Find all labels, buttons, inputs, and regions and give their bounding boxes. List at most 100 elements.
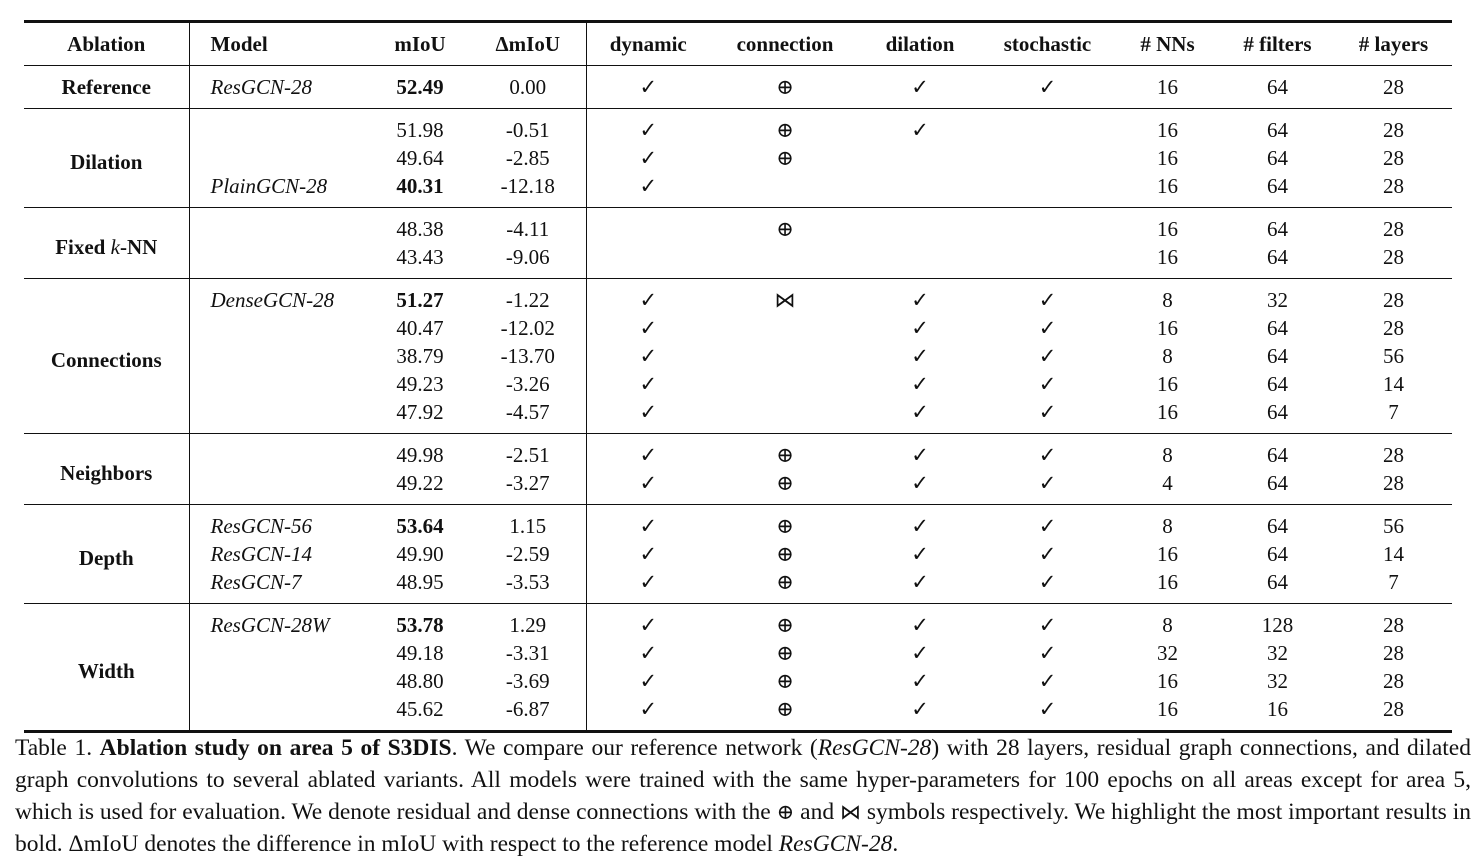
layers-value: 28 bbox=[1383, 316, 1404, 340]
dynamic-check-icon: ✓ bbox=[639, 372, 658, 396]
stochastic-check-icon: ✓ bbox=[1038, 613, 1057, 637]
dynamic-check-icon: ✓ bbox=[639, 174, 658, 198]
connection-residual-icon: ⊕ bbox=[776, 641, 794, 665]
dynamic-check-icon: ✓ bbox=[639, 542, 658, 566]
layers-value: 56 bbox=[1383, 514, 1404, 538]
delta-miou-value: -4.57 bbox=[470, 398, 587, 434]
connection-residual-icon: ⊕ bbox=[776, 471, 794, 495]
nns-value: 16 bbox=[1157, 316, 1178, 340]
model-name bbox=[189, 243, 370, 279]
dilation-check-icon: ✓ bbox=[911, 75, 929, 99]
miou-value: 47.92 bbox=[396, 400, 444, 424]
column-header: Model bbox=[189, 21, 370, 66]
table-row: 40.47 -12.02 ✓ ✓ ✓ 16 64 28 bbox=[24, 314, 1452, 342]
ablation-table: Ablation Model mIoU ΔmIoU dynamic connection d… bbox=[24, 20, 1452, 733]
dilation-check-icon bbox=[860, 172, 980, 208]
connection-none-icon bbox=[710, 172, 860, 208]
connection-residual-icon: ⊕ bbox=[776, 697, 794, 721]
group-depth: Depth ResGCN-56 53.64 1.15 ✓ ⊕ ✓ ✓ 8 64 56 ResGCN-1… bbox=[24, 504, 1452, 604]
nns-value: 16 bbox=[1157, 697, 1178, 721]
stochastic-check-icon bbox=[980, 172, 1115, 208]
dynamic-check-icon: ✓ bbox=[639, 118, 658, 142]
dynamic-check-icon: ✓ bbox=[639, 316, 658, 340]
caption-model: ResGCN-28 bbox=[778, 831, 893, 857]
dilation-check-icon: ✓ bbox=[911, 613, 929, 637]
table-row: 48.80 -3.69 ✓ ⊕ ✓ ✓ 16 32 28 bbox=[24, 667, 1452, 695]
caption-text: . bbox=[892, 831, 899, 857]
miou-value: 51.98 bbox=[396, 118, 444, 142]
stochastic-check-icon bbox=[980, 144, 1115, 172]
table-row: Width ResGCN-28W 53.78 1.29 ✓ ⊕ ✓ ✓ 8 128 28 bbox=[24, 603, 1452, 732]
miou-value: 51.27 bbox=[396, 288, 444, 312]
stochastic-check-icon: ✓ bbox=[1038, 542, 1057, 566]
dilation-check-icon bbox=[860, 243, 980, 279]
filters-value: 64 bbox=[1267, 400, 1288, 424]
layers-value: 56 bbox=[1383, 344, 1404, 368]
dilation-check-icon: ✓ bbox=[911, 316, 929, 340]
model-name: ResGCN-7 bbox=[210, 570, 302, 594]
group-width: Width ResGCN-28W 53.78 1.29 ✓ ⊕ ✓ ✓ 8 128 28 49.18 -… bbox=[24, 603, 1452, 732]
filters-value: 64 bbox=[1267, 245, 1288, 269]
miou-value: 48.80 bbox=[396, 669, 444, 693]
layers-value: 28 bbox=[1383, 471, 1404, 495]
table-row: 45.62 -6.87 ✓ ⊕ ✓ ✓ 16 16 28 bbox=[24, 695, 1452, 732]
layers-value: 28 bbox=[1383, 641, 1404, 665]
nns-value: 8 bbox=[1162, 443, 1173, 467]
caption-model: ResGCN-28 bbox=[817, 735, 932, 761]
nns-value: 16 bbox=[1157, 669, 1178, 693]
table-row: 49.18 -3.31 ✓ ⊕ ✓ ✓ 32 32 28 bbox=[24, 639, 1452, 667]
delta-miou-value: -2.51 bbox=[470, 433, 587, 469]
table-row: Fixed k-NN 48.38 -4.11 ⊕ 16 64 28 bbox=[24, 207, 1452, 279]
layers-value: 14 bbox=[1383, 542, 1404, 566]
column-header: connection bbox=[710, 21, 860, 66]
model-name: ResGCN-14 bbox=[210, 542, 313, 566]
table-caption: Table 1. Ablation study on area 5 of S3D… bbox=[15, 732, 1471, 860]
filters-value: 32 bbox=[1267, 669, 1288, 693]
header-row: Ablation Model mIoU ΔmIoU dynamic connection d… bbox=[24, 21, 1452, 66]
nns-value: 8 bbox=[1162, 344, 1173, 368]
filters-value: 64 bbox=[1267, 443, 1288, 467]
nns-value: 8 bbox=[1162, 288, 1173, 312]
delta-miou-value: -3.27 bbox=[470, 469, 587, 505]
filters-value: 64 bbox=[1267, 514, 1288, 538]
column-header: ΔmIoU bbox=[470, 21, 587, 66]
ablation-name: Connections bbox=[24, 278, 190, 434]
stochastic-check-icon: ✓ bbox=[1038, 570, 1057, 594]
stochastic-check-icon: ✓ bbox=[1038, 344, 1057, 368]
ablation-name: Fixed k-NN bbox=[24, 207, 190, 279]
table-row: 49.64 -2.85 ✓ ⊕ 16 64 28 bbox=[24, 144, 1452, 172]
model-name bbox=[189, 667, 370, 695]
dilation-check-icon: ✓ bbox=[911, 697, 929, 721]
nns-value: 16 bbox=[1157, 570, 1178, 594]
connection-none-icon bbox=[710, 314, 860, 342]
layers-value: 28 bbox=[1383, 217, 1404, 241]
connection-none-icon bbox=[710, 243, 860, 279]
connection-residual-icon: ⊕ bbox=[776, 443, 794, 467]
dilation-check-icon: ✓ bbox=[911, 118, 929, 142]
nns-value: 8 bbox=[1162, 514, 1173, 538]
layers-value: 28 bbox=[1383, 118, 1404, 142]
filters-value: 64 bbox=[1267, 316, 1288, 340]
layers-value: 28 bbox=[1383, 146, 1404, 170]
layers-value: 28 bbox=[1383, 174, 1404, 198]
nns-value: 8 bbox=[1162, 613, 1173, 637]
model-name bbox=[189, 695, 370, 732]
caption-title: Ablation study on area 5 of S3DIS bbox=[99, 735, 452, 761]
miou-value: 49.90 bbox=[396, 542, 444, 566]
delta-miou-value: -6.87 bbox=[470, 695, 587, 732]
table-row: ResGCN-7 48.95 -3.53 ✓ ⊕ ✓ ✓ 16 64 7 bbox=[24, 568, 1452, 604]
nns-value: 16 bbox=[1157, 146, 1178, 170]
column-header: # NNs bbox=[1115, 21, 1220, 66]
column-header: stochastic bbox=[980, 21, 1115, 66]
miou-value: 49.18 bbox=[396, 641, 444, 665]
dynamic-check-icon: ✓ bbox=[639, 669, 658, 693]
stochastic-check-icon bbox=[980, 208, 1115, 244]
layers-value: 28 bbox=[1383, 443, 1404, 467]
dilation-check-icon: ✓ bbox=[911, 471, 929, 495]
nns-value: 32 bbox=[1157, 641, 1178, 665]
connection-residual-icon: ⊕ bbox=[776, 146, 794, 170]
dynamic-check-icon: ✓ bbox=[639, 514, 658, 538]
miou-value: 49.98 bbox=[396, 443, 444, 467]
table-row: Neighbors 49.98 -2.51 ✓ ⊕ ✓ ✓ 8 64 28 bbox=[24, 433, 1452, 505]
filters-value: 64 bbox=[1267, 174, 1288, 198]
